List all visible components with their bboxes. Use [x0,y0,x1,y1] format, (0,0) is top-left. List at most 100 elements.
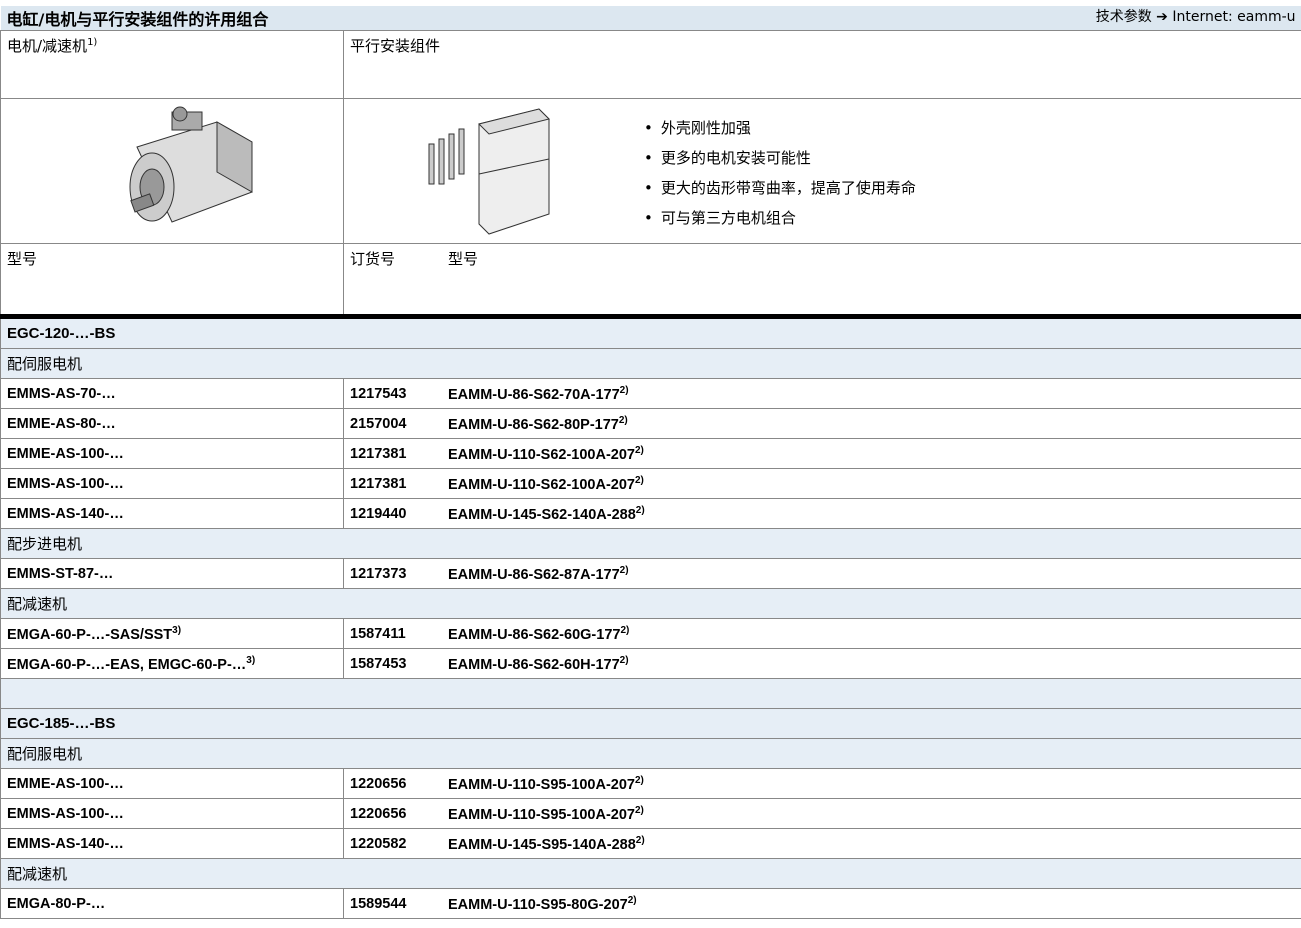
part-number: 1219440 [350,506,407,523]
kit-cell: 1217543 EAMM-U-86-S62-70A-1772) [342,378,1301,409]
group-row: 配伺服电机 [0,348,1301,379]
group-title: 配步进电机 [0,528,1301,559]
header-cell: 电机/减速机1) [0,30,344,99]
footnote: 3) [172,624,182,636]
kit-type: EAMM-U-110-S95-80G-207 [448,896,628,913]
footnote: 2) [618,414,628,426]
motor-type: EMMS-AS-100-… [7,805,124,822]
section-title: EGC-185-…-BS [0,708,1301,739]
title: 电缸/电机与平行安装组件的许用组合 [6,10,269,29]
motor-cell: EMGA-60-P-…-SAS/SST3) [0,618,344,649]
kit-type: EAMM-U-110-S95-100A-207 [448,806,635,823]
data-row: EMME-AS-80-… 2157004 EAMM-U-86-S62-80P-177… [0,408,1301,439]
header-cell: 型号 [0,243,344,319]
part-number: 1220656 [350,776,407,793]
footnote: 3) [246,654,256,666]
feature: 更多的电机安装可能性 [644,143,1301,173]
part-number: 1217381 [350,446,407,463]
kit-cell: 1217373 EAMM-U-86-S62-87A-1772) [342,558,1301,589]
data-row: EMMS-AS-140-… 1220582 EAMM-U-145-S95-140A-… [0,828,1301,859]
kit-type: EAMM-U-86-S62-70A-177 [448,386,620,403]
kit-cell: 1217381 EAMM-U-110-S62-100A-2072) [342,468,1301,499]
motor-cell: EMMS-AS-70-… [0,378,344,409]
kit-type: EAMM-U-86-S62-60G-177 [448,626,621,643]
motor-type: EMGA-60-P-…-SAS/SST [7,626,173,643]
data-row: EMGA-80-P-… 1589544 EAMM-U-110-S95-80G-207… [0,888,1301,919]
kit-cell: 1220582 EAMM-U-145-S95-140A-2882) [342,828,1301,859]
motor-cell: EMME-AS-100-… [0,438,344,469]
section-title: EGC-120-…-BS [0,316,1301,349]
group-title: 配减速机 [0,858,1301,889]
kit-type: EAMM-U-145-S62-140A-288 [448,506,636,523]
kit-cell: 1220656 EAMM-U-110-S95-100A-2072) [342,768,1301,799]
motor-type: EMME-AS-80-… [7,415,116,432]
group-title: 配伺服电机 [0,348,1301,379]
footnote: 2) [634,804,644,816]
footnote: 2) [619,564,629,576]
feature-cell: 外壳刚性加强更多的电机安装可能性更大的齿形带弯曲率，提高了使用寿命可与第三方电机… [342,98,1301,244]
group-row: 配减速机 [0,588,1301,619]
data-row: EMMS-AS-70-… 1217543 EAMM-U-86-S62-70A-177… [0,378,1301,409]
section-row: EGC-185-…-BS [0,708,1301,739]
motor-cell: EMME-AS-100-… [0,768,344,799]
blank-cell [0,678,1301,709]
part-number: 1220582 [350,836,407,853]
group-title: 配伺服电机 [0,738,1301,769]
kit-cell: 1220656 EAMM-U-110-S95-100A-2072) [342,798,1301,829]
motor-cell: EMMS-AS-140-… [0,498,344,529]
feature: 外壳刚性加强 [644,113,1301,143]
motor-type: EMGA-80-P-… [7,895,106,912]
feature: 可与第三方电机组合 [644,203,1301,233]
kit-type: EAMM-U-86-S62-80P-177 [448,416,619,433]
data-row: EMGA-60-P-…-EAS, EMGC-60-P-…3) 1587453 EAM… [0,648,1301,679]
part-no-header: 订货号 [350,250,396,268]
footnote: 2) [634,774,644,786]
image-row: 外壳刚性加强更多的电机安装可能性更大的齿形带弯曲率，提高了使用寿命可与第三方电机… [0,98,1301,244]
kit-type: EAMM-U-110-S62-100A-207 [448,446,635,463]
data-row: EMME-AS-100-… 1220656 EAMM-U-110-S95-100A-… [0,768,1301,799]
section-row: EGC-120-…-BS [0,316,1301,349]
blank-row [0,678,1301,709]
kit-cell: 1589544 EAMM-U-110-S95-80G-2072) [342,888,1301,919]
motor-header: 电机/减速机 [7,37,88,55]
footnote: 2) [619,384,629,396]
footnote: 2) [627,894,637,906]
part-number: 1217381 [350,476,407,493]
type-header: 型号 [7,250,38,268]
motor-type: EMME-AS-100-… [7,445,124,462]
feature-list: 外壳刚性加强更多的电机安装可能性更大的齿形带弯曲率，提高了使用寿命可与第三方电机… [644,113,1301,233]
title-cell: 电缸/电机与平行安装组件的许用组合 技术参数 ➔ Internet: eamm-… [0,6,1301,31]
kit-type-header: 型号 [448,250,479,268]
footnote: 2) [635,834,645,846]
image-cell [0,98,344,244]
reference[interactable]: 技术参数 ➔ Internet: eamm-u [1095,9,1296,25]
motor-type: EMGA-60-P-…-EAS, EMGC-60-P-… [7,656,247,673]
kit-type: EAMM-U-110-S62-100A-207 [448,476,635,493]
data-row: EMMS-AS-100-… 1217381 EAMM-U-110-S62-100A-… [0,468,1301,499]
motor-type: EMMS-ST-87-… [7,565,114,582]
subheader-row: 型号 订货号 型号 [0,243,1301,319]
kit-type: EAMM-U-86-S62-87A-177 [448,566,620,583]
motor-cell: EMGA-60-P-…-EAS, EMGC-60-P-…3) [0,648,344,679]
header-cell: 平行安装组件 [342,30,1301,99]
group-row: 配步进电机 [0,528,1301,559]
footnote: 2) [634,474,644,486]
motor-cell: EMMS-AS-140-… [0,828,344,859]
data-row: EMMS-AS-140-… 1219440 EAMM-U-145-S62-140A-… [0,498,1301,529]
motor-cell: EMMS-ST-87-… [0,558,344,589]
kit-cell: 1587411 EAMM-U-86-S62-60G-1772) [342,618,1301,649]
part-number: 1587453 [350,656,407,673]
kit-type: EAMM-U-110-S95-100A-207 [448,776,635,793]
kit-cell: 1587453 EAMM-U-86-S62-60H-1772) [342,648,1301,679]
kit-cell: 1217381 EAMM-U-110-S62-100A-2072) [342,438,1301,469]
part-number: 2157004 [350,416,407,433]
header-row: 电机/减速机1) 平行安装组件 [0,30,1301,99]
data-row: EMMS-ST-87-… 1217373 EAMM-U-86-S62-87A-177… [0,558,1301,589]
motor-cell: EMGA-80-P-… [0,888,344,919]
title-bar: 电缸/电机与平行安装组件的许用组合 技术参数 ➔ Internet: eamm-… [0,6,1301,31]
part-number: 1220656 [350,806,407,823]
data-row: EMMS-AS-100-… 1220656 EAMM-U-110-S95-100A-… [0,798,1301,829]
footnote: 2) [620,624,630,636]
footnote: 1) [87,37,98,48]
